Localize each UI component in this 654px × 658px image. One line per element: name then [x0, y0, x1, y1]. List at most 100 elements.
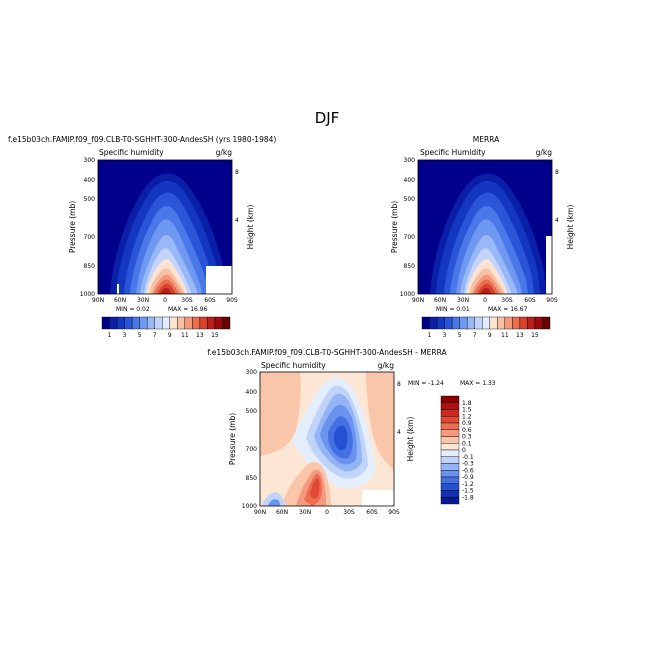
x-tick-label: 0: [163, 297, 167, 304]
units-label: g/kg: [216, 148, 233, 157]
y-axis-title: Pressure (mb): [228, 413, 237, 465]
colorbar-swatch: [519, 316, 528, 330]
colorbar-swatch: [534, 316, 543, 330]
plot-frame: [97, 159, 233, 295]
y-axis-title: Pressure (mb): [390, 201, 399, 253]
y-right-axis-title: Height (km): [246, 205, 255, 250]
colorbar-swatch: [482, 316, 490, 330]
x-tick-label: 30N: [299, 509, 311, 516]
colorbar-swatch: [184, 316, 193, 330]
plot-area: [260, 372, 394, 506]
colorbar-swatch: [542, 316, 551, 330]
colorbar-swatch: [440, 470, 460, 478]
colorbar-label: 3: [123, 332, 127, 339]
x-tick-label: 90N: [254, 509, 266, 516]
colorbar-swatch: [429, 316, 438, 330]
colorbar-label: 5: [138, 332, 142, 339]
colorbar-swatch: [440, 409, 460, 417]
humidity-contours: [430, 173, 552, 294]
colorbar-swatch: [101, 316, 110, 330]
colorbar: 1.81.51.20.90.60.30.10-0.1-0.3-0.6-0.9-1…: [440, 395, 474, 505]
colorbar-label: 7: [153, 332, 157, 339]
y-right-tick-label: 4: [235, 217, 239, 224]
difference-contours: [260, 372, 394, 506]
y-axis-left: 1000 850 700 500 400 300 Pressure (mb): [68, 157, 95, 298]
min-label: MIN = 0.02: [116, 306, 150, 313]
colorbar-swatch: [440, 443, 460, 451]
y-right-axis-title: Height (km): [406, 417, 415, 462]
y-tick-label: 700: [84, 234, 96, 241]
colorbar-swatch: [444, 316, 453, 330]
y-tick-label: 700: [404, 234, 416, 241]
run-title: f.e15b03ch.FAMIP.f09_f09.CLB-T0-SGHHT-30…: [207, 348, 447, 357]
x-tick-label: 60N: [276, 509, 288, 516]
x-tick-label: 0: [483, 297, 487, 304]
colorbar-swatch: [199, 316, 208, 330]
y-tick-label: 850: [84, 263, 96, 270]
run-title: f.e15b03ch.FAMIP.f09_f09.CLB-T0-SGHHT-30…: [8, 135, 276, 144]
colorbar-label: 15: [531, 332, 539, 339]
y-right-tick-label: 8: [235, 169, 239, 176]
x-axis: 90N 60N 30N 0 30S 60S 90S: [412, 297, 558, 304]
colorbar-label: 0.6: [462, 427, 472, 434]
panel-model: f.e15b03ch.FAMIP.f09_f09.CLB-T0-SGHHT-30…: [8, 135, 276, 339]
run-title: MERRA: [473, 135, 500, 144]
x-tick-label: 30N: [137, 297, 149, 304]
colorbar-label: 15: [211, 332, 219, 339]
colorbar-swatch: [214, 316, 223, 330]
y-tick-label: 300: [404, 157, 416, 164]
colorbar-label: -1.8: [462, 494, 474, 501]
colorbar-swatch: [440, 497, 460, 505]
colorbar-swatch: [169, 316, 178, 330]
y-right-tick-label: 4: [555, 217, 559, 224]
panel-difference: f.e15b03ch.FAMIP.f09_f09.CLB-T0-SGHHT-30…: [207, 348, 495, 516]
colorbar-swatch: [440, 456, 460, 464]
y-tick-label: 1000: [400, 291, 415, 298]
x-tick-label: 30S: [181, 297, 193, 304]
panel-title: Specific Humidity: [420, 148, 486, 157]
y-tick-label: 500: [84, 196, 96, 203]
colorbar-swatch: [207, 316, 216, 330]
colorbar-label: 11: [181, 332, 189, 339]
y-axis-left: 1000 850 700 500 400 300 Pressure (mb): [228, 369, 257, 510]
colorbar-label: -1.2: [462, 481, 474, 488]
panel-obs: MERRA Specific Humidity g/kg: [390, 135, 575, 339]
y-tick-label: 700: [246, 446, 258, 453]
x-tick-label: 30S: [343, 509, 355, 516]
x-axis: 90N 60N 30N 0 30S 60S 90S: [254, 509, 400, 516]
colorbar: 1 3 5 7 9 11 13 15: [101, 316, 231, 339]
colorbar-label: 1.5: [462, 407, 472, 414]
y-tick-label: 400: [404, 177, 416, 184]
colorbar-label: 0.9: [462, 420, 472, 427]
plot-area: [418, 160, 552, 294]
y-axis-right: 4 8 Height (km): [235, 169, 255, 249]
colorbar-swatch: [440, 416, 460, 424]
colorbar-swatch: [512, 316, 521, 330]
y-right-axis-title: Height (km): [566, 205, 575, 250]
colorbar-label: -1.5: [462, 488, 474, 495]
y-right-tick-label: 8: [555, 169, 559, 176]
colorbar-label: -0.1: [462, 454, 474, 461]
colorbar-swatch: [222, 316, 231, 330]
colorbar-label: 0: [462, 447, 466, 454]
colorbar-swatch: [109, 316, 118, 330]
x-tick-label: 60S: [204, 297, 216, 304]
colorbar-swatch: [131, 316, 140, 330]
colorbar-label: 1.8: [462, 400, 472, 407]
colorbar-swatch: [440, 436, 460, 444]
colorbar-swatch: [489, 316, 498, 330]
colorbar-label: 0.1: [462, 440, 472, 447]
colorbar-swatch: [162, 316, 170, 330]
x-tick-label: 90S: [546, 297, 558, 304]
colorbar-label: 11: [501, 332, 509, 339]
min-label: MIN = -1.24: [408, 380, 444, 387]
y-tick-label: 400: [84, 177, 96, 184]
colorbar-swatch: [440, 422, 460, 430]
colorbar-swatch: [451, 316, 460, 330]
panel-title: Specific humidity: [99, 148, 164, 157]
colorbar-swatch: [440, 463, 460, 471]
max-label: MAX = 16.67: [488, 306, 528, 313]
x-tick-label: 60N: [434, 297, 446, 304]
missing-data-mask: [546, 236, 552, 294]
y-tick-label: 300: [84, 157, 96, 164]
